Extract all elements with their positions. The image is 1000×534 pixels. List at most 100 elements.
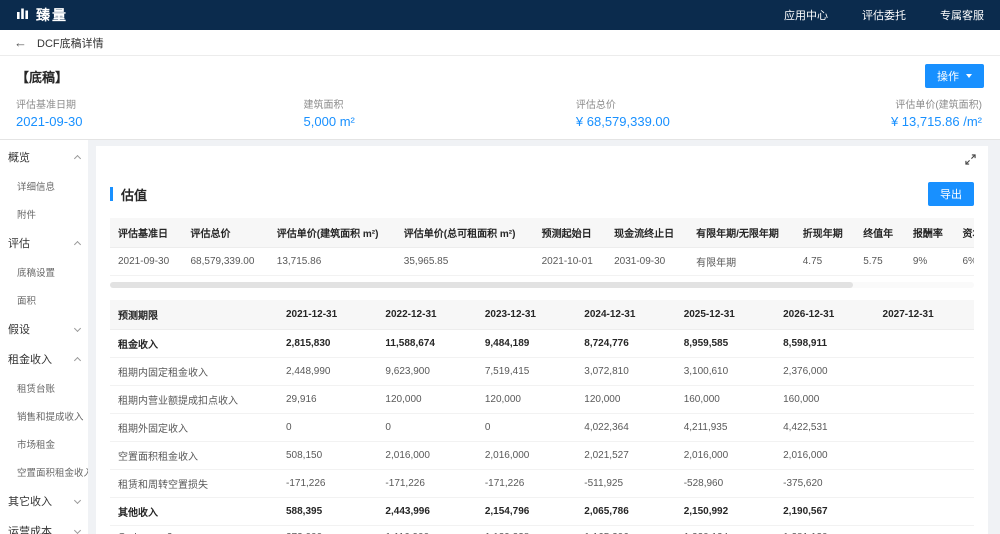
chevron-down-icon — [73, 324, 82, 332]
sidebar-subitem[interactable]: 市场租金 — [17, 440, 56, 451]
table-cell: 2,150,992 — [675, 497, 776, 526]
table-row: 租期内营业额提成扣点收入 29,916 120,000 120,000 120,000 1… — [110, 385, 974, 414]
table-cell: 2,376,000 — [775, 357, 875, 386]
summary-field-building-area: 建筑面积 5,000 m² — [304, 96, 355, 129]
table-cell: 2,065,786 — [576, 497, 676, 526]
sidebar-section-item[interactable]: 概览 — [0, 142, 88, 172]
chevron-up-icon — [73, 240, 82, 249]
horizontal-scrollbar[interactable] — [110, 282, 974, 288]
scrollbar-thumb[interactable] — [110, 282, 854, 288]
sidebar-section-item[interactable]: 评估 — [0, 228, 88, 258]
table-header-cell: 2024-12-31 — [576, 300, 676, 330]
sidebar-subitem[interactable]: 销售和提成收入 — [17, 412, 84, 423]
table-cell: 6% — [954, 247, 974, 276]
table-cell: 租期内固定租金收入 — [110, 357, 278, 386]
table-cell: -375,620 — [775, 469, 875, 498]
nav-link-customer-service[interactable]: 专属客服 — [940, 10, 984, 22]
forecast-table: 预测期限 2021-12-31 2022-12-31 2023-12-31 2024-1… — [110, 300, 974, 534]
back-arrow-icon[interactable]: ← — [14, 35, 27, 50]
table-cell: -511,925 — [576, 469, 676, 498]
table-cell: 120,000 — [476, 385, 577, 414]
table-cell: 4.75 — [794, 247, 856, 276]
nav-link-valuation-commission[interactable]: 评估委托 — [862, 10, 906, 22]
table-header-cell: 2021-12-31 — [278, 300, 378, 330]
sidebar-subitem[interactable]: 详细信息 — [17, 182, 56, 193]
summary-card: 【底稿】 操作 评估基准日期 2021-09-30 建筑面积 5,000 m² … — [0, 56, 1000, 140]
sidebar-subitem[interactable]: 面积 — [17, 296, 37, 307]
table-header-cell: 评估总价 — [182, 218, 269, 248]
fullscreen-expand-icon[interactable] — [965, 154, 976, 165]
table-row: 2021-09-30 68,579,339.00 13,715.86 35,965.8… — [110, 247, 974, 276]
sidebar-section-item[interactable]: 运营成本 — [0, 516, 88, 534]
valuation-summary-table-wrap: 评估基准日 评估总价 评估单价(建筑面积 m²) 评估单价(总可租面积 m²) 预测起始… — [110, 206, 974, 276]
table-header-row: 评估基准日 评估总价 评估单价(建筑面积 m²) 评估单价(总可租面积 m²) 预测起始… — [110, 218, 974, 248]
table-cell: 空置面积租金收入 — [110, 441, 278, 470]
table-cell: 508,150 — [278, 441, 378, 470]
table-cell: 4,422,531 — [775, 413, 875, 442]
table-cell: 4,211,935 — [675, 413, 776, 442]
table-header-cell: 现金流终止日 — [606, 218, 689, 248]
sidebar-section-item[interactable]: 租金收入 — [0, 344, 88, 374]
table-cell: 3,072,810 — [576, 357, 676, 386]
sidebar-section-item[interactable]: 假设 — [0, 314, 88, 344]
table-row: 租期内固定租金收入 2,448,990 9,623,900 7,519,415 3,07… — [110, 357, 974, 386]
table-cell: 7,519,415 — [476, 357, 577, 386]
field-label: 评估总价 — [575, 100, 616, 111]
field-value: 2021-09-30 — [16, 114, 83, 129]
table-cell — [874, 413, 974, 442]
chevron-up-icon — [73, 356, 82, 365]
table-cell: -171,226 — [476, 469, 577, 498]
table-cell: 9% — [904, 247, 955, 276]
summary-field-unit-price: 评估单价(建筑面积) ¥ 13,715.86 /m² — [891, 96, 982, 129]
summary-fields: 评估基准日期 2021-09-30 建筑面积 5,000 m² 评估总价 ¥ 6… — [16, 96, 984, 129]
table-cell: Op Income2 — [110, 525, 278, 534]
table-cell: 8,959,585 — [675, 329, 776, 358]
table-cell: 2031-09-30 — [606, 247, 689, 276]
table-row: 其他收入 588,395 2,443,996 2,154,796 2,065,786 2,… — [110, 497, 974, 526]
nav-link-app-center[interactable]: 应用中心 — [784, 10, 828, 22]
table-cell: 0 — [377, 413, 477, 442]
field-value: ¥ 68,579,339.00 — [575, 114, 670, 129]
valuation-summary-table: 评估基准日 评估总价 评估单价(建筑面积 m²) 评估单价(总可租面积 m²) 预测起始… — [110, 218, 974, 276]
table-cell: 120,000 — [377, 385, 477, 414]
chevron-down-icon — [966, 74, 972, 78]
field-value: ¥ 13,715.86 /m² — [890, 114, 982, 129]
sidebar-subitem[interactable]: 空置面积租金收入 — [17, 468, 88, 479]
table-cell: 2,443,996 — [377, 497, 477, 526]
sidebar-subitem[interactable]: 底稿设置 — [17, 268, 56, 279]
table-cell: 租赁和周转空置损失 — [110, 469, 278, 498]
field-label: 评估单价(建筑面积) — [895, 100, 982, 111]
sidebar-subitem[interactable]: 租赁台账 — [17, 384, 56, 395]
table-cell: 2,448,990 — [278, 357, 378, 386]
table-cell: 160,000 — [675, 385, 776, 414]
table-header-cell: 2022-12-31 — [377, 300, 477, 330]
table-cell: 0 — [476, 413, 577, 442]
sidebar-section-item[interactable]: 其它收入 — [0, 486, 88, 516]
table-cell: 8,724,776 — [576, 329, 676, 358]
export-button-label: 导出 — [940, 189, 962, 201]
table-cell: 1,116,900 — [377, 525, 477, 534]
table-cell: 13,715.86 — [268, 247, 396, 276]
table-cell: 2,016,000 — [775, 441, 875, 470]
table-cell: 588,395 — [278, 497, 378, 526]
table-cell: 29,916 — [278, 385, 378, 414]
main-panel: 估值 导出 评估基准日 评估总价 评估单价(建筑面积 m²) 评估单价(总可租面积 m… — [96, 146, 988, 534]
table-cell: 2,016,000 — [377, 441, 477, 470]
table-cell: 2,016,000 — [675, 441, 776, 470]
table-cell: 租期内营业额提成扣点收入 — [110, 385, 278, 414]
table-cell — [874, 329, 974, 358]
export-button[interactable]: 导出 — [928, 182, 974, 206]
table-header-cell: 报酬率 — [904, 218, 955, 248]
table-cell: 2,021,527 — [576, 441, 676, 470]
table-cell: 1,165,206 — [576, 525, 676, 534]
table-cell: 1,220,124 — [675, 525, 776, 534]
field-label: 评估基准日期 — [16, 100, 76, 111]
table-cell: 租期外固定收入 — [110, 413, 278, 442]
action-button[interactable]: 操作 — [925, 64, 984, 88]
table-header-row: 预测期限 2021-12-31 2022-12-31 2023-12-31 2024-1… — [110, 300, 974, 330]
table-cell: 其他收入 — [110, 497, 278, 526]
table-cell: 2021-09-30 — [110, 247, 183, 276]
table-cell — [874, 385, 974, 414]
sidebar-subitem[interactable]: 附件 — [17, 210, 37, 221]
brand[interactable]: 臻量 — [16, 5, 68, 25]
